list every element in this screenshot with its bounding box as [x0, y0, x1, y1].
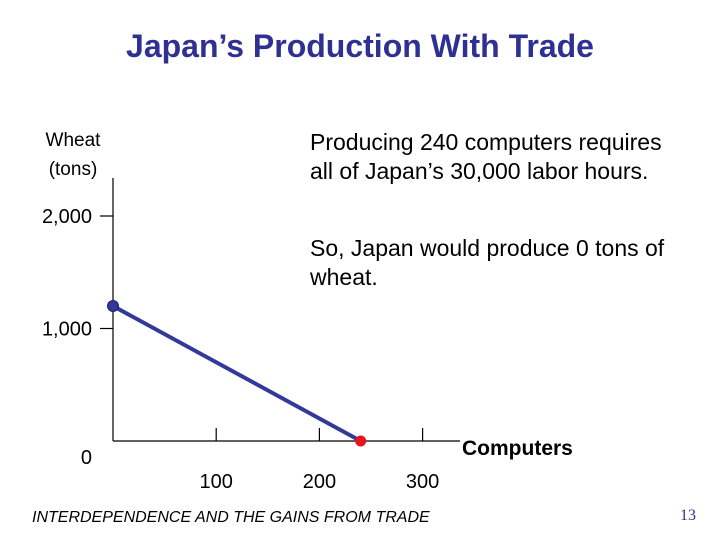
ppf-line [111, 304, 363, 443]
slide-title: Japan’s Production With Trade [126, 28, 594, 64]
page-number: 13 [680, 507, 696, 524]
x-ticks: 100 200 300 [200, 428, 439, 493]
explanation-text-2: So, Japan would produce 0 tons of wheat. [310, 235, 665, 290]
y-tick-label: 2,000 [42, 206, 92, 228]
x-axis-label: Computers [462, 437, 573, 460]
footer-text: INTERDEPENDENCE AND THE GAINS FROM TRADE [32, 509, 430, 526]
y-ticks: 0 1,000 2,000 [42, 206, 113, 469]
series-layer [107, 300, 367, 447]
x-tick-label: 300 [406, 471, 439, 493]
ppf-start-point [107, 300, 119, 312]
y-tick-label: 0 [81, 447, 92, 469]
x-tick-label: 200 [303, 471, 336, 493]
y-axis-label-line-1: Wheat [46, 130, 102, 151]
explanation-text-1: Producing 240 computers requires all of … [310, 129, 662, 184]
production-point [355, 435, 367, 447]
x-tick-label: 100 [200, 471, 233, 493]
y-tick-label: 1,000 [42, 319, 92, 341]
y-axis-label: Wheat (tons) [46, 130, 102, 180]
y-axis-label-line-2: (tons) [49, 159, 98, 180]
